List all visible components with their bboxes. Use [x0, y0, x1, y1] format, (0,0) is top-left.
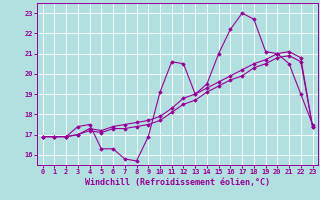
- X-axis label: Windchill (Refroidissement éolien,°C): Windchill (Refroidissement éolien,°C): [85, 178, 270, 187]
